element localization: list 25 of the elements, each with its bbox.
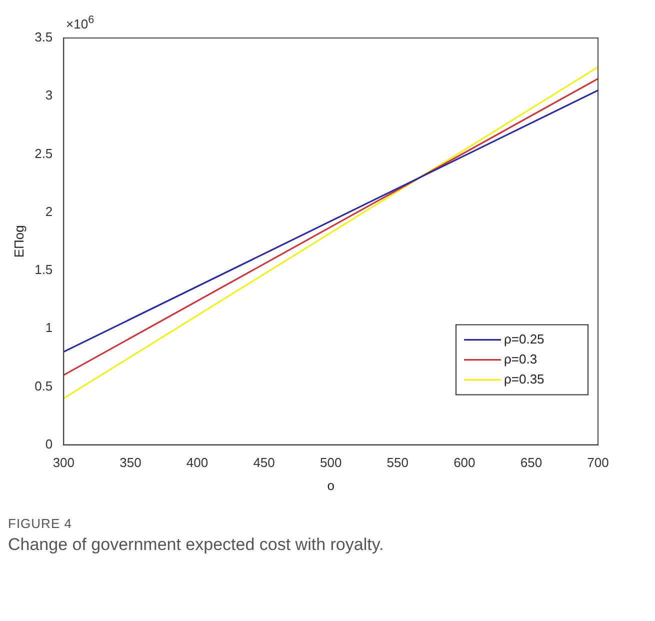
x-tick-label: 450 (253, 455, 275, 470)
x-tick-label: 550 (386, 455, 408, 470)
x-tick-label: 400 (186, 455, 208, 470)
text: ×10$^{6}$ (66, 14, 94, 32)
y-tick-label: 1 (45, 320, 53, 336)
x-tick-label: 300 (52, 455, 75, 470)
x-tick-label: 500 (320, 455, 342, 470)
legend-label: ρ=0.35 (504, 371, 544, 386)
y-tick-label: 0 (45, 436, 53, 452)
x-tick-label: 350 (120, 455, 142, 470)
y-axis-title: EΠog (11, 225, 26, 258)
y-tick-label: 1.5 (34, 262, 53, 278)
y-tick-label: 3 (45, 88, 53, 103)
x-tick-label: 700 (587, 455, 609, 470)
x-tick-label: 650 (520, 455, 542, 470)
text: Change of government expected cost with royalty. (8, 535, 385, 555)
y-tick-label: 3.5 (34, 30, 53, 45)
x-tick-label: 600 (454, 455, 476, 470)
legend-label: ρ=0.25 (504, 331, 544, 346)
y-tick-label: 0.5 (34, 378, 53, 394)
legend-label: ρ=0.3 (504, 351, 538, 366)
caption: FIGURE 4 (8, 516, 73, 531)
y-tick-label: 2.5 (34, 146, 53, 161)
y-tick-label: 2 (45, 204, 53, 219)
x-axis-title: o (327, 478, 334, 493)
